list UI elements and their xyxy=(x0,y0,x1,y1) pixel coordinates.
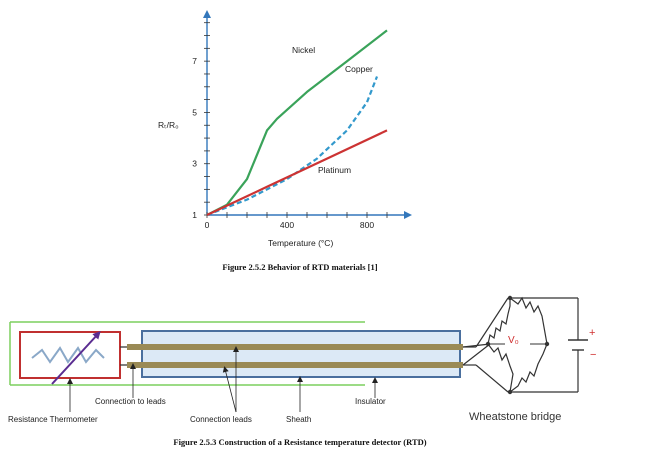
label-connection-to-leads: Connection to leads xyxy=(95,397,166,406)
series-line-copper xyxy=(206,76,379,217)
arrow-connection-leads-a xyxy=(222,366,237,413)
y-tick-label: 5 xyxy=(192,107,197,117)
x-tick-label: 0 xyxy=(205,220,210,230)
series-label-platinum: Platinum xyxy=(318,165,351,175)
resistor-element xyxy=(31,346,105,364)
y-tick-label: 1 xyxy=(192,210,197,220)
y-tick-label: 3 xyxy=(192,159,197,169)
series-line-nickel xyxy=(206,29,388,216)
battery-minus: − xyxy=(590,349,596,361)
label-wheatstone-bridge: Wheatstone bridge xyxy=(469,411,561,423)
series-label-nickel: Nickel xyxy=(292,45,315,55)
label-connection-leads: Connection leads xyxy=(190,415,252,424)
bridge-resistor-tl xyxy=(487,298,511,345)
bridge-resistor-br xyxy=(509,343,548,393)
wire-top-to-bridge xyxy=(475,297,509,348)
y-ticks: 1 3 5 7 xyxy=(192,22,210,220)
probe-arrow xyxy=(51,331,101,385)
wire-bottom-to-bridge xyxy=(475,364,509,393)
figure2-caption: Figure 2.5.3 Construction of a Resistanc… xyxy=(173,437,426,447)
series-label-copper: Copper xyxy=(345,64,373,74)
sheath xyxy=(141,330,461,378)
x-tick-label: 800 xyxy=(360,220,374,230)
series-layer xyxy=(206,29,388,217)
x-tick-label: 400 xyxy=(280,220,294,230)
xlabel: Temperature (°C) xyxy=(268,238,333,248)
series-line-platinum xyxy=(206,129,388,216)
x-ticks: 0 400 800 xyxy=(205,212,388,230)
wire-mid-bottom xyxy=(462,343,491,366)
v0-label: V₀ xyxy=(508,335,519,346)
label-sheath: Sheath xyxy=(286,415,311,424)
y-tick-label: 7 xyxy=(192,56,197,66)
wheatstone-bridge: V₀ + − xyxy=(485,295,596,395)
label-insulator: Insulator xyxy=(355,397,386,406)
lead-bottom xyxy=(127,362,463,368)
wire-mid-top xyxy=(462,343,491,348)
label-resistance-thermometer: Resistance Thermometer xyxy=(8,415,98,424)
ylabel: Rₜ/R₀ xyxy=(158,120,179,130)
bridge-resistor-bl xyxy=(487,343,514,393)
figure1-caption: Figure 2.5.2 Behavior of RTD materials [… xyxy=(222,262,377,272)
rtd-construction-diagram: V₀ + − Connection to leads Insulator Res… xyxy=(8,295,596,447)
rtd-behavior-chart: 1 3 5 7 0 400 800 Rₜ/R₀ Temperature (°C) Nick… xyxy=(158,10,412,272)
lead-top xyxy=(127,344,463,350)
bridge-resistor-tr xyxy=(509,296,548,345)
battery-plus: + xyxy=(589,327,595,339)
